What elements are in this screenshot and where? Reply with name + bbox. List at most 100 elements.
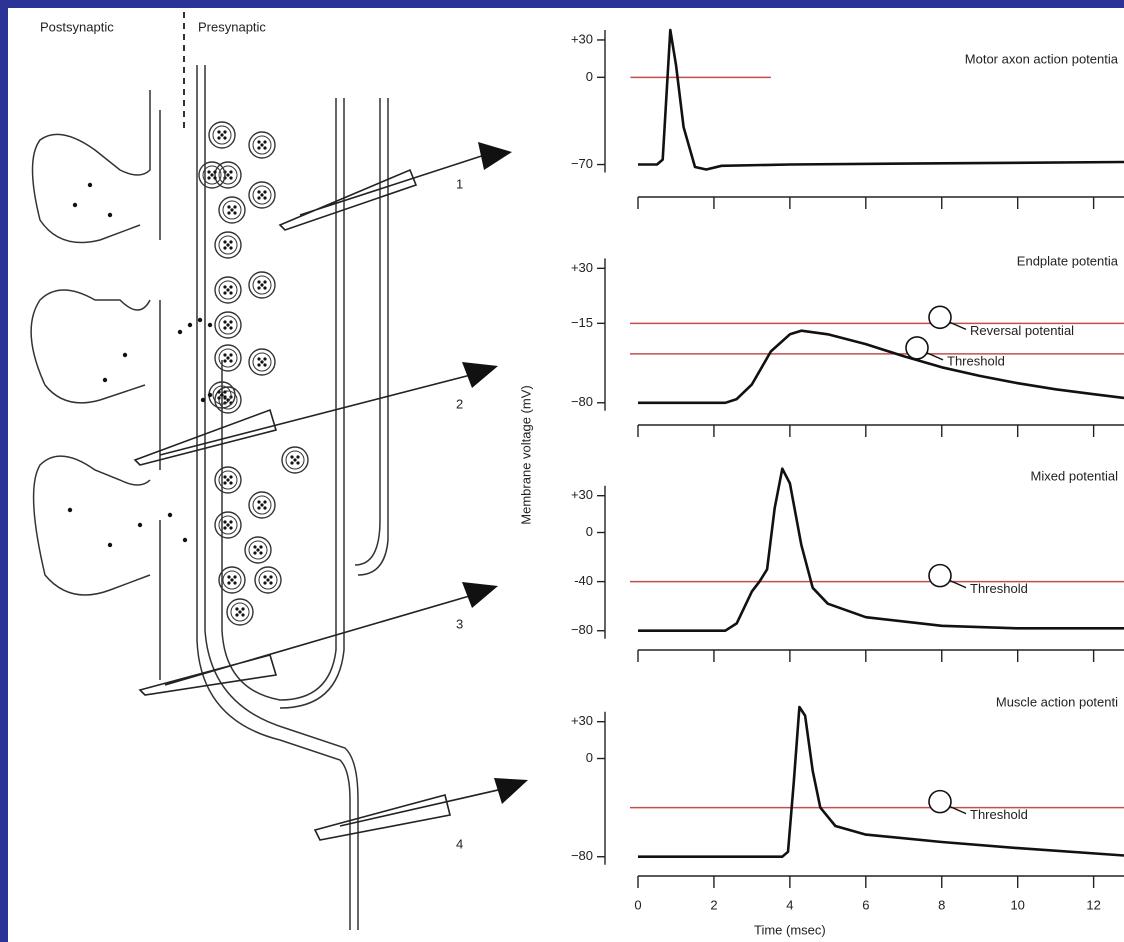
vesicle-dot bbox=[260, 143, 264, 147]
vesicle-dot bbox=[229, 170, 233, 174]
x-tick-label: 10 bbox=[1010, 897, 1024, 912]
vesicle-dot bbox=[263, 280, 267, 284]
transmitter bbox=[137, 522, 143, 528]
fold bbox=[30, 289, 151, 404]
y-tick-label: −15 bbox=[571, 315, 593, 330]
vesicle-dot bbox=[235, 613, 239, 617]
vesicle bbox=[230, 602, 250, 622]
vesicle-dot bbox=[213, 176, 217, 180]
vesicle-dot bbox=[253, 551, 257, 555]
transmitter bbox=[72, 202, 78, 208]
vesicle bbox=[248, 181, 276, 209]
vesicle bbox=[218, 196, 246, 224]
transmitter bbox=[207, 392, 213, 398]
vesicle bbox=[218, 165, 238, 185]
vesicle-dot bbox=[207, 170, 211, 174]
vesicle-dot bbox=[229, 291, 233, 295]
line bbox=[638, 28, 1124, 171]
vesicle-dot bbox=[230, 208, 234, 212]
annotation-marker bbox=[928, 305, 952, 330]
vesicle bbox=[214, 231, 242, 259]
vesicle-dot bbox=[263, 500, 267, 504]
vesicle bbox=[222, 200, 242, 220]
vesicle bbox=[248, 491, 276, 519]
vesicle bbox=[285, 450, 305, 470]
x-tick-label: 12 bbox=[1086, 897, 1100, 912]
vesicle bbox=[214, 311, 242, 339]
x-tick-label: 2 bbox=[710, 897, 717, 912]
vesicle-dot bbox=[263, 146, 267, 150]
vesicle bbox=[218, 280, 238, 300]
annotation: Threshold bbox=[947, 353, 1005, 368]
vesicle bbox=[214, 511, 242, 539]
vesicle-dot bbox=[223, 136, 227, 140]
vesicle-dot bbox=[223, 246, 227, 250]
electrode bbox=[133, 369, 491, 466]
y-tick-label: −70 bbox=[571, 156, 593, 171]
vesicle-dot bbox=[259, 545, 263, 549]
y-tick-label: -40 bbox=[574, 573, 593, 588]
vesicle-dot bbox=[257, 286, 261, 290]
axon bbox=[279, 98, 345, 709]
electrode bbox=[138, 589, 491, 696]
vesicle bbox=[281, 446, 309, 474]
vesicle bbox=[218, 470, 238, 490]
transmitter bbox=[107, 212, 113, 218]
annotation: Reversal potential bbox=[970, 323, 1074, 338]
vesicle-dot bbox=[263, 506, 267, 510]
vesicle-dot bbox=[263, 190, 267, 194]
vesicle-dot bbox=[223, 481, 227, 485]
vesicle-dot bbox=[238, 610, 242, 614]
vesicle-dot bbox=[229, 359, 233, 363]
vesicle-dot bbox=[223, 359, 227, 363]
vesicle-dot bbox=[256, 548, 260, 552]
vesicle-dot bbox=[263, 140, 267, 144]
vesicle-dot bbox=[263, 196, 267, 200]
vesicle bbox=[214, 466, 242, 494]
y-tick-label: 0 bbox=[586, 69, 593, 84]
vesicles bbox=[67, 121, 309, 626]
x-tick-label: 4 bbox=[786, 897, 793, 912]
vesicle bbox=[218, 515, 238, 535]
vesicle bbox=[252, 185, 272, 205]
vesicle-dot bbox=[223, 320, 227, 324]
chart-title: Muscle action potenti bbox=[996, 694, 1118, 709]
vesicle-dot bbox=[220, 393, 224, 397]
axon bbox=[221, 98, 337, 701]
vesicle bbox=[248, 540, 268, 560]
arrow-head bbox=[462, 362, 498, 388]
vesicle-dot bbox=[229, 240, 233, 244]
vesicle bbox=[218, 348, 238, 368]
transmitter bbox=[200, 397, 206, 403]
annotation-leader bbox=[949, 321, 967, 330]
annotation-marker bbox=[928, 789, 952, 814]
y-tick-label: +30 bbox=[571, 713, 593, 728]
transmitter bbox=[102, 377, 108, 383]
vesicle-dot bbox=[290, 455, 294, 459]
vesicle bbox=[198, 161, 226, 189]
y-tick-label: −80 bbox=[571, 622, 593, 637]
vesicle-dot bbox=[257, 506, 261, 510]
vesicle bbox=[252, 352, 272, 372]
vesicle-dot bbox=[227, 205, 231, 209]
vesicle-dot bbox=[257, 280, 261, 284]
vesicle-dot bbox=[233, 581, 237, 585]
vesicle-dot bbox=[257, 357, 261, 361]
x-tick-label: 8 bbox=[938, 897, 945, 912]
line bbox=[638, 329, 1124, 405]
vesicle-dot bbox=[229, 520, 233, 524]
vesicle-dot bbox=[230, 578, 234, 582]
arrow-head bbox=[462, 582, 498, 608]
vesicle bbox=[214, 161, 242, 189]
annotation-leader bbox=[949, 579, 967, 589]
line bbox=[638, 467, 1124, 632]
vesicle-dot bbox=[227, 575, 231, 579]
annotation-leader bbox=[926, 352, 944, 361]
vesicle-dot bbox=[260, 193, 264, 197]
vesicle-dot bbox=[223, 520, 227, 524]
vesicle-dot bbox=[223, 390, 227, 394]
vesicle bbox=[218, 315, 238, 335]
annotation: Threshold bbox=[970, 807, 1028, 822]
vesicle bbox=[218, 390, 238, 410]
